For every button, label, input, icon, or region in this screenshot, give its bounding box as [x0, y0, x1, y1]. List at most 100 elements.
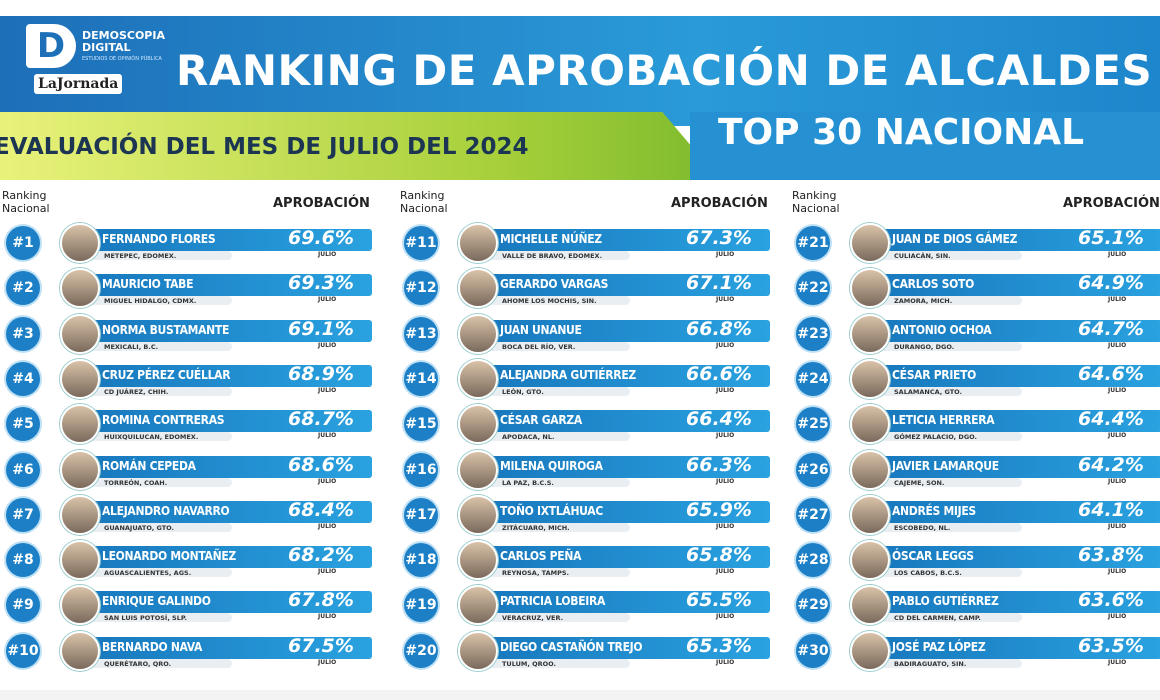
place: VERACRUZ, VER. [502, 614, 564, 623]
rank-badge: #10 [6, 633, 40, 668]
approval: 66.4% [686, 408, 752, 431]
rank-badge: #28 [796, 543, 830, 578]
place: GÓMEZ PALACIO, DGO. [894, 433, 978, 442]
place: VALLE DE BRAVO, EDOMEX. [502, 252, 603, 260]
name-bar [488, 500, 770, 523]
place: DURANGO, DGO. [894, 342, 955, 351]
place: LEÓN, GTO. [502, 387, 544, 396]
name: ANDRÉS MIJES [892, 503, 976, 518]
name-bar [90, 229, 372, 251]
rank-badge: #15 [404, 407, 438, 442]
place: MIGUEL HIDALGO, CDMX. [104, 297, 197, 306]
rank-badge: #23 [796, 316, 830, 351]
column-approval-header: APROBACIÓN [671, 196, 768, 211]
photo [850, 630, 890, 671]
name-bar [488, 591, 770, 614]
place: AHOME LOS MOCHIS, SIN. [502, 297, 597, 306]
period: JULIO [716, 613, 735, 621]
place-pill [90, 386, 232, 396]
approval: 65.5% [686, 589, 752, 612]
photo [458, 540, 498, 581]
photo [60, 223, 100, 263]
rank-badge: #5 [6, 407, 40, 442]
place-pill [488, 568, 630, 578]
approval: 68.9% [288, 362, 354, 385]
photo [60, 404, 100, 445]
name-bar [880, 364, 1160, 387]
column-rank-header: Ranking Nacional [2, 189, 50, 215]
rank-badge: #20 [404, 633, 438, 668]
column-approval-header: APROBACIÓN [273, 196, 370, 211]
approval: 66.6% [686, 362, 752, 385]
photo [458, 313, 498, 354]
rank-badge: #4 [6, 361, 40, 396]
period: JULIO [716, 477, 735, 485]
rank-badge: #14 [404, 361, 438, 396]
rank-badge: #9 [6, 588, 40, 623]
name: ROMINA CONTRERAS [102, 413, 225, 428]
place-pill [488, 658, 630, 668]
place: TORREÓN, COAH. [104, 478, 168, 487]
place-pill [488, 522, 630, 532]
place: LOS CABOS, B.C.S. [894, 569, 962, 578]
approval: 65.8% [686, 544, 752, 567]
brand: DEMOSCOPIA DIGITAL [82, 29, 165, 54]
name-bar [90, 500, 372, 523]
approval: 69.6% [288, 227, 354, 249]
photo [60, 585, 100, 626]
photo [60, 494, 100, 535]
period: JULIO [1108, 613, 1127, 621]
rank-badge: #2 [6, 271, 40, 306]
place: REYNOSA, TAMPS. [502, 569, 570, 578]
place: BOCA DEL RÍO, VER. [502, 342, 576, 351]
name: PATRICIA LOBEIRA [500, 594, 606, 609]
name: CÉSAR PRIETO [892, 367, 977, 382]
name: LETICIA HERRERA [892, 413, 995, 428]
period: JULIO [1108, 568, 1127, 576]
approval: 68.7% [288, 408, 354, 431]
approval: 66.8% [686, 317, 752, 340]
rank-badge: #26 [796, 452, 830, 487]
period: JULIO [716, 251, 735, 258]
rank-badge: #11 [404, 226, 438, 260]
period: JULIO [318, 568, 337, 576]
place: METEPEC, EDOMEX. [104, 252, 177, 260]
name: LEONARDO MONTAÑEZ [102, 549, 236, 564]
approval: 63.6% [1078, 589, 1144, 612]
photo [850, 404, 890, 445]
approval: 64.1% [1078, 498, 1144, 521]
approval: 67.3% [686, 227, 752, 249]
place-pill [880, 522, 1022, 532]
name-bar [488, 636, 770, 659]
rank-badge: #3 [6, 316, 40, 351]
period: JULIO [1108, 251, 1127, 258]
period: JULIO [1108, 296, 1127, 304]
photo [60, 313, 100, 354]
place-pill [880, 658, 1022, 668]
period: JULIO [716, 341, 735, 349]
rank-badge: #24 [796, 361, 830, 396]
logo: D [26, 24, 76, 68]
name: ROMÁN CEPEDA [102, 458, 196, 473]
name-bar [488, 410, 770, 433]
rank-badge: #22 [796, 271, 830, 306]
period: JULIO [1108, 386, 1127, 394]
place: AGUASCALIENTES, AGS. [104, 569, 192, 578]
approval: 64.4% [1078, 408, 1144, 431]
name: NORMA BUSTAMANTE [102, 322, 230, 337]
approval: 64.9% [1078, 272, 1144, 295]
rank-badge: #8 [6, 543, 40, 578]
period: JULIO [318, 432, 337, 440]
name-bar [880, 229, 1160, 251]
name-bar [90, 591, 372, 614]
photo [850, 494, 890, 535]
approval: 68.4% [288, 498, 354, 521]
period: JULIO [318, 296, 337, 304]
place: TULUM, QROO. [502, 659, 557, 668]
rank-badge: #6 [6, 452, 40, 487]
place-pill [880, 432, 1022, 442]
photo [458, 358, 498, 399]
name-bar [880, 591, 1160, 614]
photo [458, 630, 498, 671]
